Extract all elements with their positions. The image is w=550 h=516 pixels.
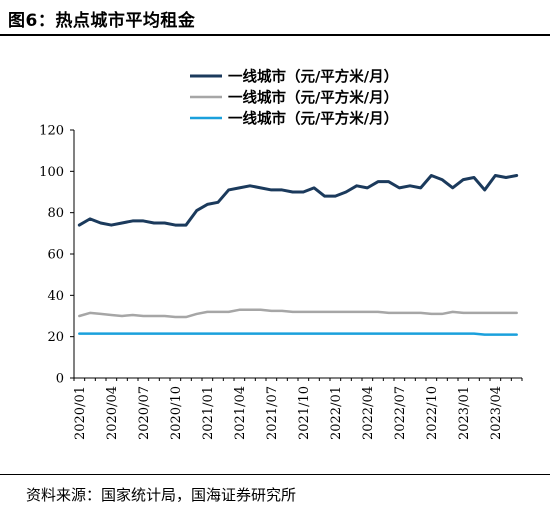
x-tick-label: 2022/04 <box>361 386 376 440</box>
x-tick-label: 2023/01 <box>457 386 472 440</box>
legend-label-3: 一线城市（元/平方米/月） <box>228 110 398 128</box>
x-tick-label: 2020/01 <box>73 386 88 440</box>
x-tick-label: 2021/10 <box>297 386 312 440</box>
x-tick-label: 2021/07 <box>265 386 280 440</box>
y-tick-label: 60 <box>47 248 64 263</box>
x-tick-label: 2020/07 <box>137 386 152 440</box>
legend-label-2: 一线城市（元/平方米/月） <box>228 89 398 107</box>
figure-title: 图6：热点城市平均租金 <box>8 11 196 31</box>
x-tick-label: 2020/04 <box>105 386 120 440</box>
x-tick-label: 2022/01 <box>329 386 344 440</box>
y-tick-label: 80 <box>47 206 64 221</box>
x-tick-label: 2022/10 <box>425 386 440 440</box>
y-tick-label: 100 <box>39 165 64 180</box>
y-tick-label: 40 <box>47 289 64 304</box>
legend-label-1: 一线城市（元/平方米/月） <box>228 68 398 86</box>
top-rule <box>0 34 550 36</box>
source-note: 资料来源：国家统计局，国海证券研究所 <box>26 486 297 504</box>
series-line-1 <box>77 173 519 227</box>
x-tick-label: 2021/01 <box>201 386 216 440</box>
x-tick-label: 2020/10 <box>169 386 184 440</box>
y-tick-label: 20 <box>47 330 64 345</box>
series-line-2 <box>78 308 518 319</box>
y-tick-label: 120 <box>39 124 64 139</box>
x-tick-label: 2022/07 <box>393 386 408 440</box>
y-tick-label: 0 <box>56 372 64 387</box>
x-tick-label: 2021/04 <box>233 386 248 440</box>
x-tick-label: 2023/04 <box>489 386 504 440</box>
bottom-rule <box>0 474 550 475</box>
series-line-3 <box>78 332 518 336</box>
